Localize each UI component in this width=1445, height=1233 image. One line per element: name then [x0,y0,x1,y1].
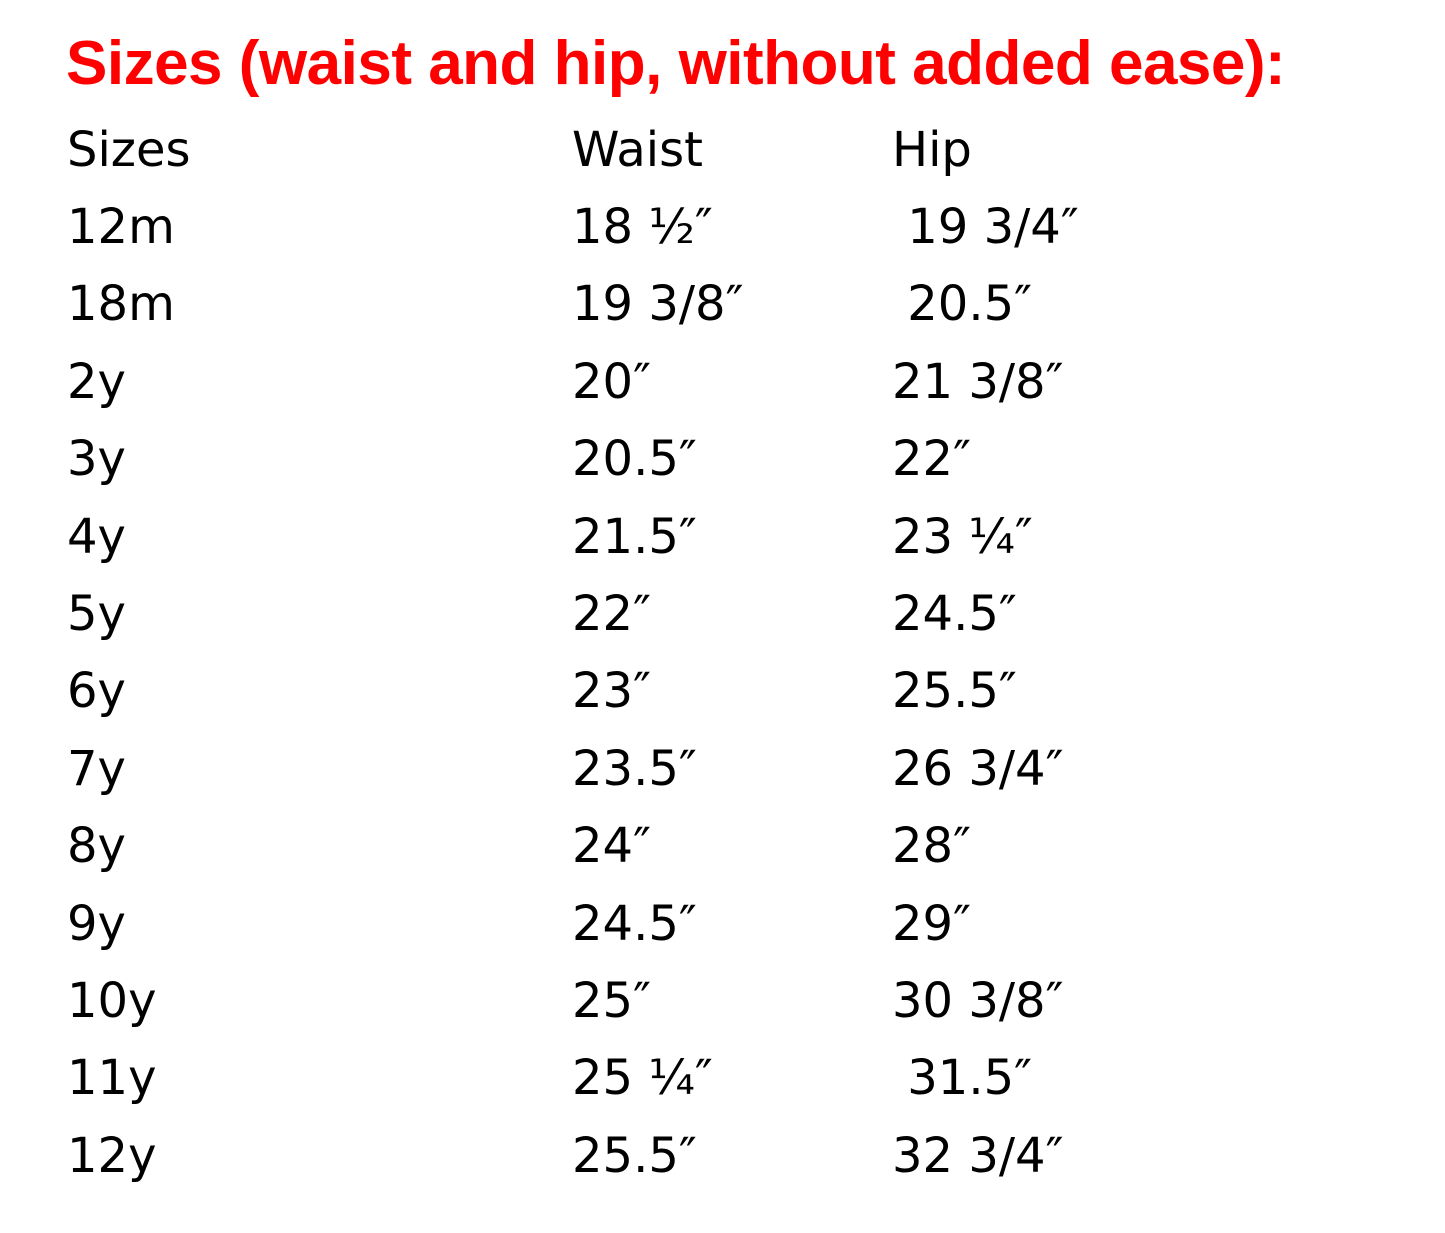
page-title: Sizes (waist and hip, without added ease… [66,29,1286,98]
hip-cell: 30 3/8″ [892,973,1064,1029]
table-header-row: Sizes Waist Hip [0,122,1445,200]
table-row: 18m 19 3/8″ 20.5″ [0,276,1445,354]
hip-cell: 31.5″ [892,1050,1033,1107]
size-cell: 9y [67,895,126,952]
table-row: 11y 25 ¼″ 31.5″ [0,1050,1445,1128]
size-cell: 12m [67,199,175,255]
size-cell: 11y [67,1050,157,1107]
size-cell: 4y [67,508,126,565]
hip-cell: 22″ [892,431,972,488]
hip-cell: 29″ [892,895,972,952]
waist-cell: 21.5″ [572,508,697,565]
hip-cell: 25.5″ [892,663,1017,720]
table-row: 10y 25″ 30 3/8″ [0,973,1445,1051]
hip-cell: 19 3/4″ [892,199,1079,255]
hip-cell: 21 3/8″ [892,353,1064,410]
waist-cell: 22″ [572,586,652,642]
size-cell: 2y [67,353,126,410]
waist-cell: 25 ¼″ [572,1050,713,1107]
header-sizes: Sizes [67,122,191,178]
size-cell: 12y [67,1127,157,1184]
waist-cell: 25″ [572,973,652,1029]
waist-cell: 23.5″ [572,740,697,797]
header-waist: Waist [572,122,703,178]
hip-cell: 23 ¼″ [892,508,1033,565]
waist-cell: 20″ [572,353,652,410]
table-row: 8y 24″ 28″ [0,818,1445,896]
size-cell: 18m [67,276,175,333]
size-cell: 3y [67,431,126,488]
table-row: 3y 20.5″ 22″ [0,431,1445,509]
table-row: 4y 21.5″ 23 ¼″ [0,509,1445,587]
table-row: 12y 25.5″ 32 3/4″ [0,1128,1445,1206]
size-cell: 5y [67,586,126,642]
hip-cell: 24.5″ [892,586,1017,642]
waist-cell: 20.5″ [572,431,697,488]
size-cell: 7y [67,740,126,797]
hip-cell: 20.5″ [892,276,1033,333]
size-cell: 10y [67,973,157,1029]
table-row: 7y 23.5″ 26 3/4″ [0,741,1445,819]
size-cell: 6y [67,663,126,720]
waist-cell: 25.5″ [572,1127,697,1184]
waist-cell: 24.5″ [572,895,697,952]
hip-cell: 28″ [892,818,972,875]
hip-cell: 26 3/4″ [892,740,1064,797]
waist-cell: 24″ [572,818,652,875]
waist-cell: 23″ [572,663,652,720]
table-row: 2y 20″ 21 3/8″ [0,354,1445,432]
waist-cell: 18 ½″ [572,199,713,255]
table-row: 9y 24.5″ 29″ [0,896,1445,974]
waist-cell: 19 3/8″ [572,276,744,333]
header-hip: Hip [892,122,972,178]
size-cell: 8y [67,818,126,875]
hip-cell: 32 3/4″ [892,1127,1064,1184]
table-row: 5y 22″ 24.5″ [0,586,1445,664]
table-row: 12m 18 ½″ 19 3/4″ [0,199,1445,277]
table-row: 6y 23″ 25.5″ [0,663,1445,741]
